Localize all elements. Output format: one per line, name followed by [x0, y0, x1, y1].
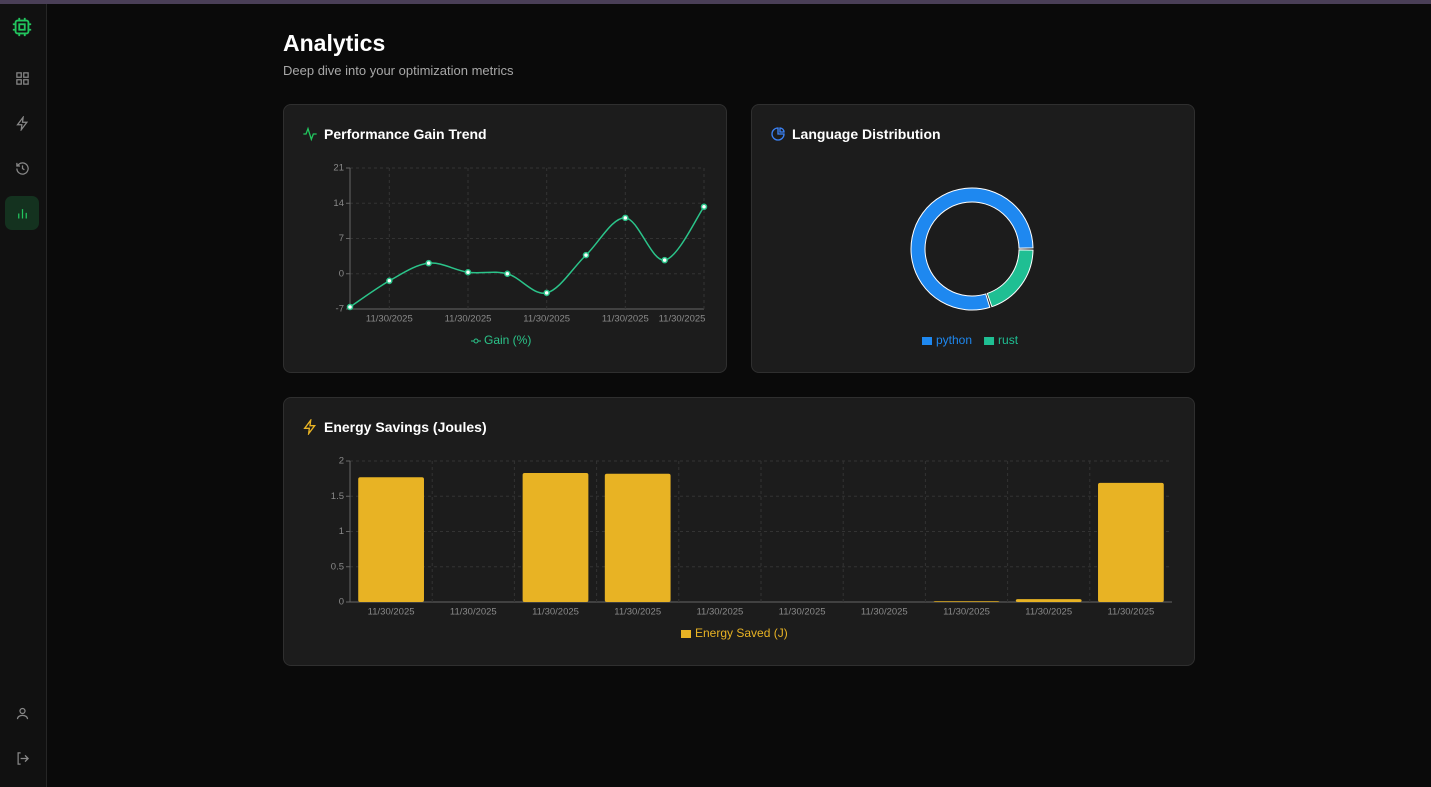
point: [582, 251, 590, 259]
y-tick-label: -7: [336, 304, 344, 315]
sidebar: [0, 4, 47, 787]
point: [622, 214, 629, 222]
x-tick-label: 11/30/2025: [1107, 607, 1154, 618]
y-tick-label: 21: [333, 163, 344, 174]
legend-icon: [984, 337, 995, 345]
line: [349, 206, 705, 308]
pie-slice: [910, 187, 1034, 311]
nav-profile[interactable]: [5, 696, 39, 730]
y-tick-label: 7: [339, 233, 344, 244]
card-title: Language Distribution: [792, 126, 941, 142]
card-title: Performance Gain Trend: [324, 126, 487, 142]
bar: [1015, 599, 1082, 602]
y-tick-label: 0.5: [331, 561, 344, 572]
x-tick-label: 11/30/2025: [659, 314, 706, 325]
x-tick-label: 11/30/2025: [614, 607, 661, 618]
x-tick-label: 11/30/2025: [532, 607, 579, 618]
legend-icon: [922, 337, 932, 345]
point: [346, 303, 354, 311]
logo[interactable]: [5, 10, 39, 44]
nav-history[interactable]: [5, 151, 39, 185]
point: [464, 268, 472, 276]
x-tick-label: 11/30/2025: [779, 607, 826, 618]
y-tick-label: 14: [333, 198, 344, 209]
legend-label: python: [936, 333, 972, 347]
bar: [358, 477, 424, 602]
y-tick-label: 0: [339, 597, 344, 608]
top-bar: [0, 0, 1431, 4]
x-tick-label: 11/30/2025: [602, 314, 649, 325]
bar: [1098, 482, 1164, 602]
legend-label: rust: [998, 333, 1019, 347]
legend-label: Gain (%): [484, 333, 531, 347]
point: [386, 277, 393, 285]
x-tick-label: 11/30/2025: [366, 314, 413, 325]
y-tick-label: 1.5: [331, 491, 344, 502]
legend-icon: [473, 338, 479, 344]
x-tick-label: 11/30/2025: [1025, 607, 1072, 618]
bar: [522, 472, 589, 602]
x-tick-label: 11/30/2025: [368, 607, 415, 618]
page-title: Analytics: [283, 30, 386, 56]
nav-analytics[interactable]: [5, 196, 39, 230]
legend-label: Energy Saved (J): [695, 626, 788, 640]
pie-slice: [986, 249, 1034, 308]
point: [661, 256, 668, 264]
x-tick-label: 11/30/2025: [445, 314, 492, 325]
point: [543, 289, 550, 297]
legend-icon: [681, 630, 691, 638]
card: Language Distribution: [751, 104, 1195, 373]
x-tick-label: 11/30/2025: [523, 314, 570, 325]
point: [504, 270, 511, 277]
page-subtitle: Deep dive into your optimization metrics: [283, 63, 514, 78]
point: [425, 259, 432, 267]
y-tick-label: 1: [339, 526, 344, 537]
x-tick-label: 11/30/2025: [861, 607, 908, 618]
card-title: Energy Savings (Joules): [324, 419, 487, 435]
y-tick-label: 2: [339, 456, 344, 467]
y-tick-label: 0: [339, 268, 344, 279]
nav-optimize[interactable]: [5, 106, 39, 140]
x-tick-label: 11/30/2025: [450, 607, 497, 618]
point: [700, 203, 708, 211]
nav-dashboard[interactable]: [5, 61, 39, 95]
nav-logout[interactable]: [5, 741, 39, 775]
x-tick-label: 11/30/2025: [943, 607, 990, 618]
bar: [604, 473, 671, 602]
x-tick-label: 11/30/2025: [696, 607, 743, 618]
bar: [933, 601, 1000, 602]
